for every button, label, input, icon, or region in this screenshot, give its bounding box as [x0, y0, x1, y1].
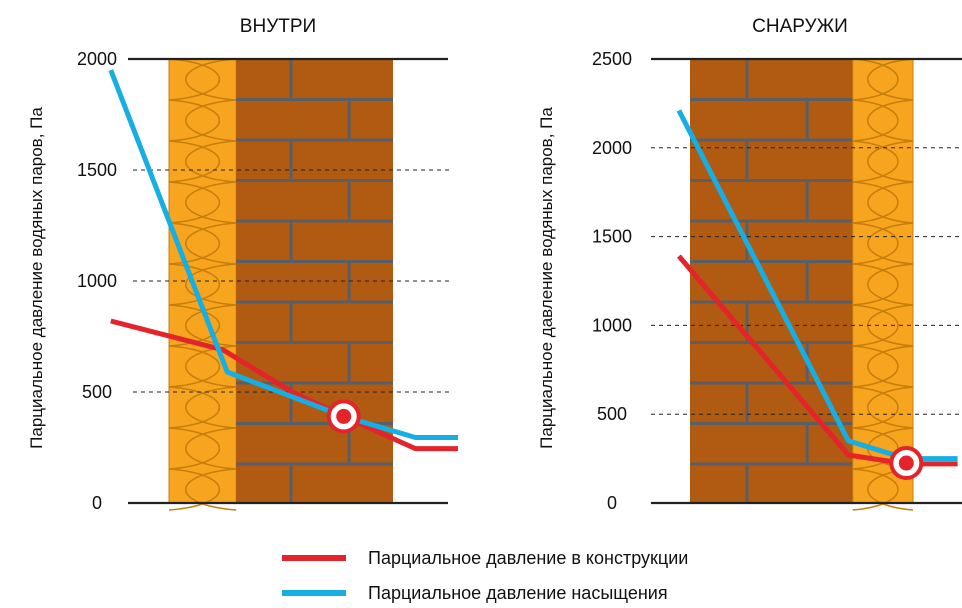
legend: Парциальное давление в конструкции Парци… [282, 548, 688, 603]
insulation-fiber [867, 99, 914, 142]
insulation-fiber [867, 140, 914, 183]
y-tick-label: 2000 [592, 138, 632, 158]
chart-panel-outside: 0 500 1000 1500 2000 2500 СНАРУЖИ Парциальное… [537, 16, 962, 513]
insulation-fiber [852, 58, 899, 101]
insulation-fiber [852, 345, 899, 388]
insulation-fiber [168, 345, 220, 388]
chart-panel-inside: 0 500 1000 1500 2000 ВНУТРИ Парциальное давл… [27, 16, 458, 513]
insulation-fiber [852, 263, 899, 306]
insulation-fiber [185, 222, 237, 265]
insulation-fiber [185, 386, 237, 429]
y-tick-labels: 0 500 1000 1500 2000 [77, 49, 117, 513]
y-tick-label: 500 [82, 382, 112, 402]
insulation-fiber [168, 181, 220, 224]
y-tick-label: 0 [607, 493, 617, 513]
y-tick-label: 500 [597, 404, 627, 424]
series-line-actual [676, 254, 958, 467]
insulation-fiber [867, 386, 914, 429]
y-tick-label: 2500 [592, 49, 632, 69]
grid-lines [651, 57, 962, 505]
insulation-fiber [185, 263, 237, 306]
y-tick-label: 1000 [592, 315, 632, 335]
insulation-fiber [852, 468, 899, 511]
insulation-fiber [185, 468, 237, 511]
insulation-fiber [168, 468, 220, 511]
chart-title: СНАРУЖИ [752, 16, 848, 37]
series-group [676, 109, 958, 481]
legend-label-saturation: Парциальное давление насыщения [368, 583, 668, 603]
insulation-fiber [867, 222, 914, 265]
insulation-fiber [852, 140, 899, 183]
insulation-fiber [168, 222, 220, 265]
wall-layers [690, 58, 914, 511]
y-tick-label: 1500 [592, 227, 632, 247]
brick-layer [690, 59, 853, 503]
insulation-fiber [852, 304, 899, 347]
insulation-fiber [867, 58, 914, 101]
insulation-fiber [185, 58, 237, 101]
insulation-fiber [852, 181, 899, 224]
grid-lines [128, 57, 450, 505]
y-tick-label: 1000 [77, 271, 117, 291]
legend-item-actual: Парциальное давление в конструкции [282, 548, 688, 568]
insulation-fiber [185, 140, 237, 183]
insulation-fiber [168, 427, 220, 470]
insulation-fiber [168, 386, 220, 429]
series-group [108, 69, 458, 452]
y-tick-label: 1500 [77, 160, 117, 180]
chart-title: ВНУТРИ [240, 16, 316, 37]
insulation-fiber [185, 181, 237, 224]
y-axis-label: Парциальное давление водяных паров, Па [537, 107, 556, 449]
y-tick-label: 0 [92, 493, 102, 513]
insulation-fiber [867, 345, 914, 388]
insulation-fiber [852, 222, 899, 265]
brick-layer [236, 59, 393, 503]
legend-item-saturation: Парциальное давление насыщения [282, 583, 668, 603]
y-tick-label: 2000 [77, 49, 117, 69]
series-line-saturation [676, 109, 958, 462]
condensation-point-dot [336, 408, 352, 424]
wall-layers [168, 58, 393, 511]
y-tick-labels: 0 500 1000 1500 2000 2500 [592, 49, 632, 513]
insulation-fiber [185, 427, 237, 470]
insulation-fiber [852, 386, 899, 429]
y-axis-label: Парциальное давление водяных паров, Па [27, 107, 46, 449]
insulation-fiber [185, 99, 237, 142]
insulation-fiber [852, 99, 899, 142]
insulation-fiber [168, 99, 220, 142]
condensation-point-dot [898, 455, 914, 471]
insulation-fiber [168, 140, 220, 183]
insulation-fiber [867, 181, 914, 224]
insulation-layer [852, 59, 913, 503]
legend-label-actual: Парциальное давление в конструкции [368, 548, 688, 568]
insulation-fiber [867, 263, 914, 306]
insulation-layer [169, 59, 237, 503]
insulation-fiber [168, 58, 220, 101]
